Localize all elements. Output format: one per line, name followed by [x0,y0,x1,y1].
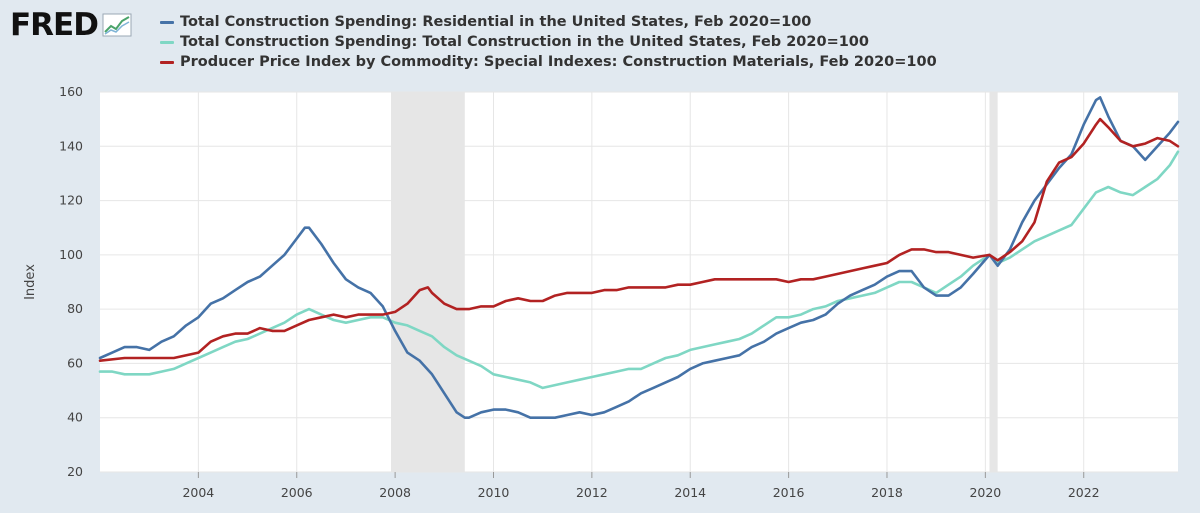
plot-area [100,92,1178,472]
legend-label-0: Total Construction Spending: Residential… [180,14,812,30]
y-tick-label-40: 40 [67,410,83,425]
x-tick-label-2014: 2014 [674,485,706,500]
y-tick-label-140: 140 [59,138,83,153]
x-tick-label-2022: 2022 [1068,485,1100,500]
chart-line-icon [102,13,132,37]
recession-band-1 [989,92,998,472]
legend-item-0: Total Construction Spending: Residential… [160,12,937,32]
legend-item-1: Total Construction Spending: Total Const… [160,32,937,52]
recession-band-0 [391,92,465,472]
x-tick-label-2018: 2018 [871,485,903,500]
y-tick-label-160: 160 [59,84,83,99]
x-tick-label-2010: 2010 [478,485,510,500]
x-tick-label-2016: 2016 [773,485,805,500]
x-tick-label-2006: 2006 [281,485,313,500]
chart-legend: Total Construction Spending: Residential… [160,12,937,72]
legend-item-2: Producer Price Index by Commodity: Speci… [160,52,937,72]
series-line-2 [98,117,1180,363]
legend-swatch-2 [160,60,174,64]
y-tick-label-60: 60 [67,355,83,370]
y-tick-label-20: 20 [67,464,83,479]
fred-logo[interactable]: FRED [10,9,132,41]
legend-swatch-1 [160,40,174,44]
chart-header: FRED Total Construction Spending: Reside… [0,0,1200,80]
y-axis-label: Index [23,264,38,300]
legend-label-1: Total Construction Spending: Total Const… [180,34,869,50]
y-tick-label-100: 100 [59,247,83,262]
y-tick-label-120: 120 [59,193,83,208]
logo-text: FRED [10,7,99,43]
x-tick-label-2008: 2008 [379,485,411,500]
x-tick-label-2004: 2004 [182,485,214,500]
legend-swatch-0 [160,20,174,24]
legend-label-2: Producer Price Index by Commodity: Speci… [180,54,937,70]
x-tick-label-2020: 2020 [969,485,1001,500]
x-tick-label-2012: 2012 [576,485,608,500]
y-tick-label-80: 80 [67,301,83,316]
